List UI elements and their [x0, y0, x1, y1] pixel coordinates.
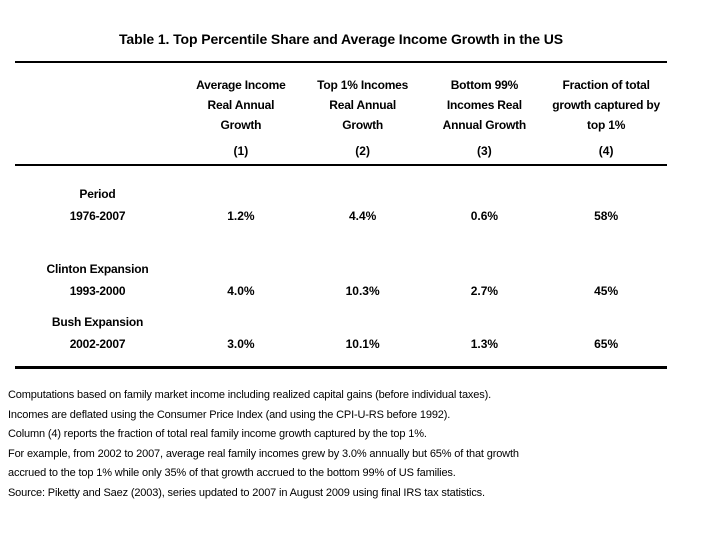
cell-value: 4.0%: [227, 284, 255, 298]
table-row: Bush Expansion 2002-2007 3.0% 10.1% 1.3%…: [15, 311, 667, 355]
row-period: 1976-2007: [69, 209, 126, 223]
column-header-3: Bottom 99% Incomes Real Annual Growth: [442, 78, 527, 132]
cell-value: 45%: [594, 284, 619, 298]
colnum-label-spacer: [15, 141, 180, 161]
table-top-rule: [15, 61, 667, 63]
column-header-4: Fraction of total growth captured by top…: [552, 78, 660, 132]
row-label: Bush Expansion: [51, 315, 144, 329]
row-period: 1993-2000: [69, 284, 126, 298]
table-row: Clinton Expansion 1993-2000 4.0% 10.3% 2…: [15, 258, 667, 302]
footnote-line: For example, from 2002 to 2007, average …: [8, 447, 519, 460]
cell-value: 65%: [594, 337, 619, 351]
row-label: Clinton Expansion: [46, 262, 149, 276]
cell-value: 3.0%: [227, 337, 255, 351]
row-period: 2002-2007: [69, 337, 126, 351]
row-label-cell: Period 1976-2007: [15, 183, 180, 227]
column-number-2: (2): [355, 144, 370, 158]
footnote-line: Computations based on family market inco…: [8, 389, 492, 401]
table-header-row: Average Income Real Annual Growth Top 1%…: [15, 75, 667, 135]
column-number-row: (1) (2) (3) (4): [15, 141, 667, 161]
column-header-1: Average Income Real Annual Growth: [196, 78, 286, 132]
footnote-line: accrued to the top 1% while only 35% of …: [8, 467, 456, 479]
cell-value: 1.2%: [227, 209, 255, 223]
column-number-4: (4): [598, 144, 614, 158]
cell-value: 2.7%: [470, 284, 499, 298]
table-title: Table 1. Top Percentile Share and Averag…: [119, 31, 563, 47]
table-row: Period 1976-2007 1.2% 4.4% 0.6% 58%: [15, 183, 667, 227]
row-label: Period: [79, 187, 116, 201]
footnotes: Computations based on family market inco…: [8, 386, 714, 503]
footnote-line: Source: Piketty and Saez (2003), series …: [8, 486, 485, 499]
table-header-rule: [15, 164, 667, 166]
table-bottom-rule: [15, 366, 667, 369]
row-label-cell: Clinton Expansion 1993-2000: [15, 258, 180, 302]
column-number-3: (3): [477, 144, 492, 158]
cell-value: 58%: [594, 209, 619, 223]
footnote-line: Incomes are deflated using the Consumer …: [8, 408, 451, 421]
column-number-1: (1): [233, 144, 249, 158]
column-header-2: Top 1% Incomes Real Annual Growth: [317, 78, 409, 132]
cell-value: 4.4%: [348, 209, 377, 223]
cell-value: 10.1%: [345, 337, 380, 351]
row-label-cell: Bush Expansion 2002-2007: [15, 311, 180, 355]
cell-value: 10.3%: [345, 284, 380, 298]
footnote-line: Column (4) reports the fraction of total…: [8, 428, 427, 440]
header-label-spacer: [15, 75, 180, 135]
cell-value: 1.3%: [470, 337, 499, 351]
cell-value: 0.6%: [470, 209, 499, 223]
